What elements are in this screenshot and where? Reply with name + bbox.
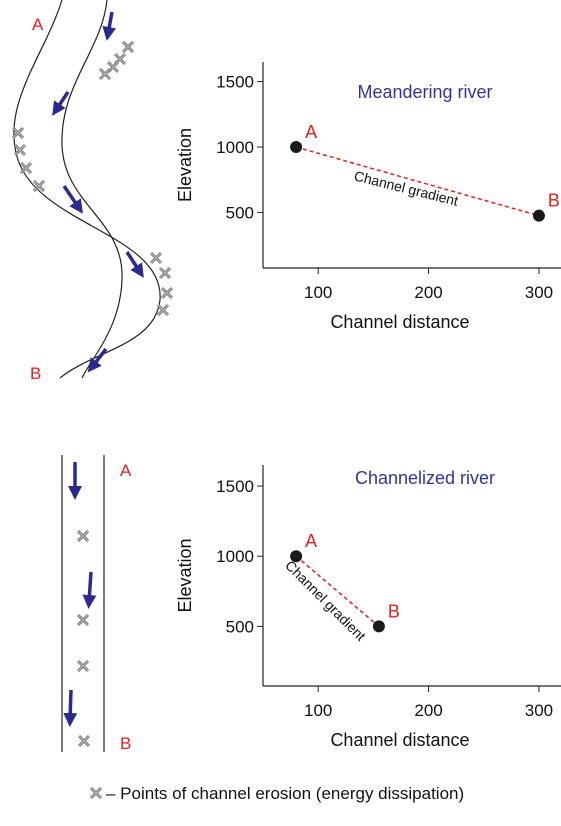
annotation: Channel gradient (282, 557, 369, 644)
point-label: B (30, 364, 41, 383)
y-tick-label: 1000 (216, 547, 254, 566)
y-tick-label: 500 (226, 203, 254, 222)
point-label: A (305, 122, 317, 142)
x-axis-label: Channel distance (330, 730, 469, 750)
data-point (290, 141, 303, 154)
y-tick-label: 1500 (216, 477, 254, 496)
x-tick-label: 200 (414, 283, 442, 302)
x-tick-label: 200 (414, 701, 442, 720)
data-point (372, 620, 385, 633)
y-axis-label: Elevation (175, 538, 195, 612)
charts: 500 1000 1500 100 200 300 Channel distance Elev… (175, 62, 561, 750)
meandering-river (13, 0, 161, 379)
x-axis-label: Channel distance (330, 312, 469, 332)
x-tick-label: 100 (304, 283, 332, 302)
chart-title: Channelized river (355, 468, 495, 488)
x-tick-label: 300 (525, 283, 553, 302)
y-tick-label: 1500 (216, 73, 254, 92)
point-label: B (548, 191, 560, 211)
flow-arrows (52, 11, 144, 373)
annotation: Channel gradient (353, 167, 460, 208)
erosion-points (76, 529, 91, 748)
y-tick-label: 1000 (216, 138, 254, 157)
point-label: A (120, 461, 132, 480)
gradient-line (295, 146, 540, 217)
flow-arrows (63, 462, 97, 727)
chart-title: Meandering river (357, 82, 492, 102)
y-tick-label: 500 (226, 617, 254, 636)
data-point (290, 550, 303, 563)
data-point (532, 209, 545, 222)
point-label: B (120, 734, 131, 753)
point-label: A (32, 15, 44, 34)
x-tick-label: 300 (525, 701, 553, 720)
x-tick-label: 100 (304, 701, 332, 720)
channelized-river (61, 455, 105, 752)
legend-text: – Points of channel erosion (energy diss… (106, 784, 464, 803)
legend-icon (89, 786, 103, 800)
erosion-points (11, 40, 174, 317)
y-axis-label: Elevation (175, 128, 195, 202)
point-label: B (388, 601, 400, 621)
point-label: A (305, 531, 317, 551)
